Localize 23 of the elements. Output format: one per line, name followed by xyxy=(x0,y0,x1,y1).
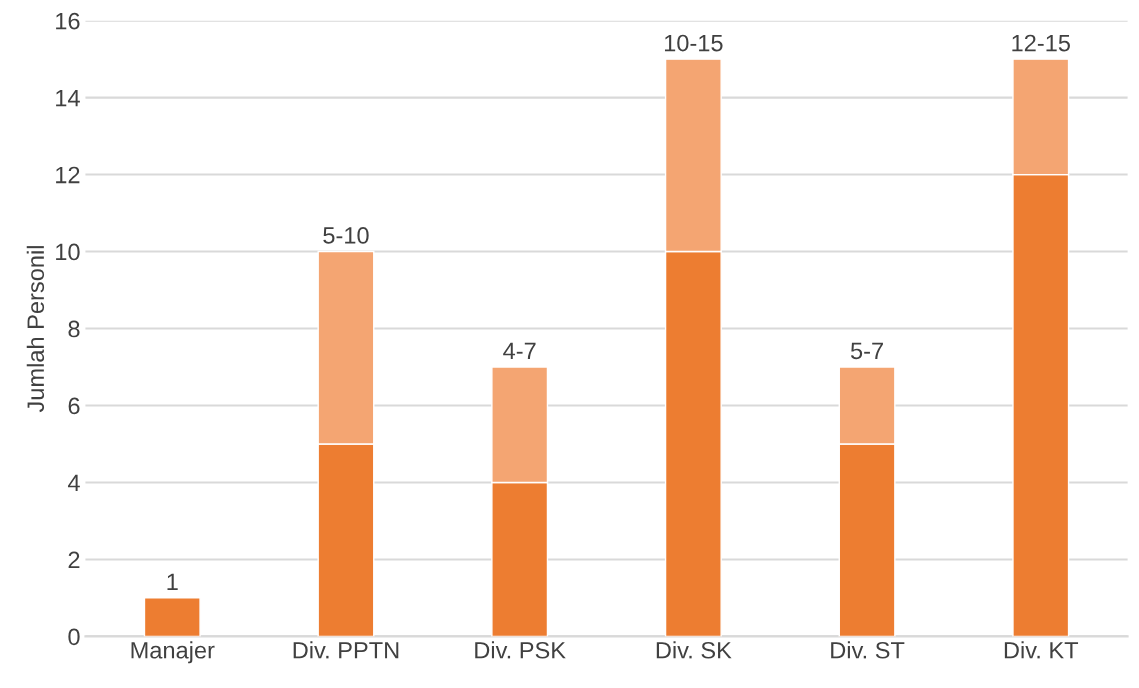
x-tick-label: Div. PPTN xyxy=(293,641,399,659)
y-tick-label: 12 xyxy=(56,166,80,184)
x-tick-label: Div. KT xyxy=(1004,641,1079,659)
total-label: 5-10 xyxy=(323,227,369,244)
total-label: 1 xyxy=(167,573,178,590)
x-tick-label: Div. ST xyxy=(831,641,905,659)
y-tick-label: 2 xyxy=(68,551,80,568)
y-tick-label: 0 xyxy=(68,628,80,646)
x-tick-label: Manajer xyxy=(131,641,215,664)
y-tick-label: 6 xyxy=(68,397,80,415)
total-label: 10-15 xyxy=(664,34,723,52)
y-tick-label: 16 xyxy=(56,12,80,30)
x-tick-label: Div. PSK xyxy=(475,641,566,659)
total-label: 12-15 xyxy=(1012,34,1070,52)
x-tick-label: Div. SK xyxy=(656,641,732,659)
y-tick-label: 8 xyxy=(68,320,80,338)
y-tick-label: 10 xyxy=(56,243,80,261)
total-label: 5-7 xyxy=(850,342,883,360)
total-label: 4-7 xyxy=(503,342,536,360)
y-axis-title: Jumlah Personil xyxy=(26,246,45,413)
y-tick-label: 4 xyxy=(67,474,80,492)
y-tick-label: 14 xyxy=(56,89,80,107)
bar xyxy=(143,597,201,637)
